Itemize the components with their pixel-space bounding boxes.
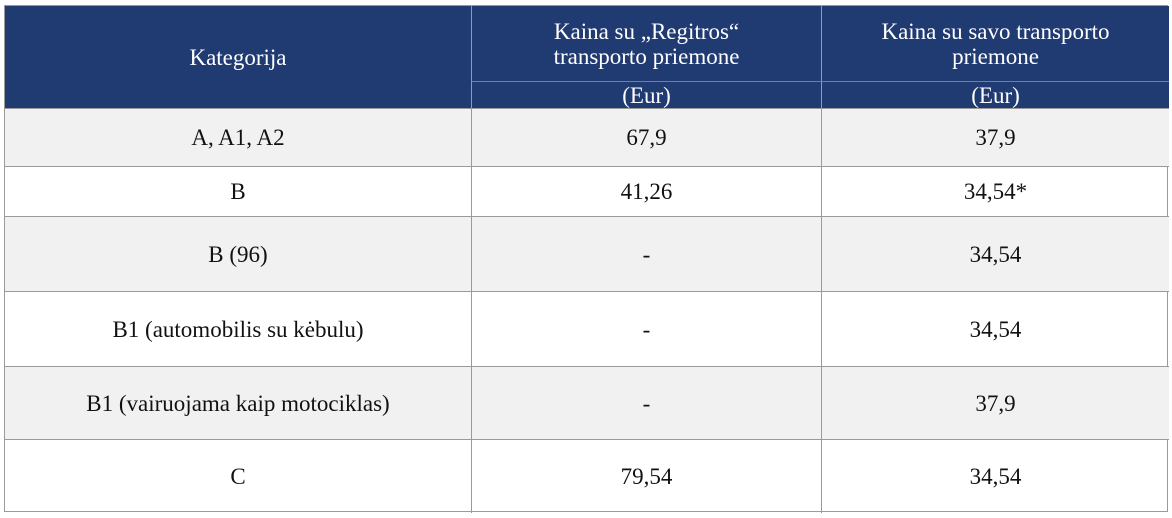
price-cell: 67,9 — [471, 108, 821, 166]
price-cell: 79,54 — [471, 439, 821, 513]
price-cell: - — [471, 291, 821, 366]
category-cell: B — [5, 166, 471, 216]
price-cell: 34,54 — [821, 291, 1169, 366]
header-cell: Kategorija — [5, 6, 471, 108]
header-cell: Kaina su savo transporto priemone — [821, 6, 1169, 81]
category-cell: B (96) — [5, 216, 471, 291]
price-cell: 41,26 — [471, 166, 821, 216]
category-cell: A, A1, A2 — [5, 108, 471, 166]
category-cell: B1 (vairuojama kaip motociklas) — [5, 366, 471, 439]
header-unit: (Eur) — [471, 81, 821, 108]
header-cell: Kaina su „Regitros“ transporto priemone — [471, 6, 821, 81]
price-table: Kategorija Kaina su „Regitros“ transporto… — [4, 5, 1169, 513]
price-cell: 34,54 — [821, 216, 1169, 291]
price-cell: - — [471, 366, 821, 439]
category-cell: B1 (automobilis su kėbulu) — [5, 291, 471, 366]
price-cell: 34,54 — [821, 439, 1169, 513]
price-cell: - — [471, 216, 821, 291]
price-cell: 37,9 — [821, 366, 1169, 439]
price-cell: 37,9 — [821, 108, 1169, 166]
header-unit: (Eur) — [821, 81, 1169, 108]
category-cell: C — [5, 439, 471, 513]
price-cell: 34,54* — [821, 166, 1169, 216]
